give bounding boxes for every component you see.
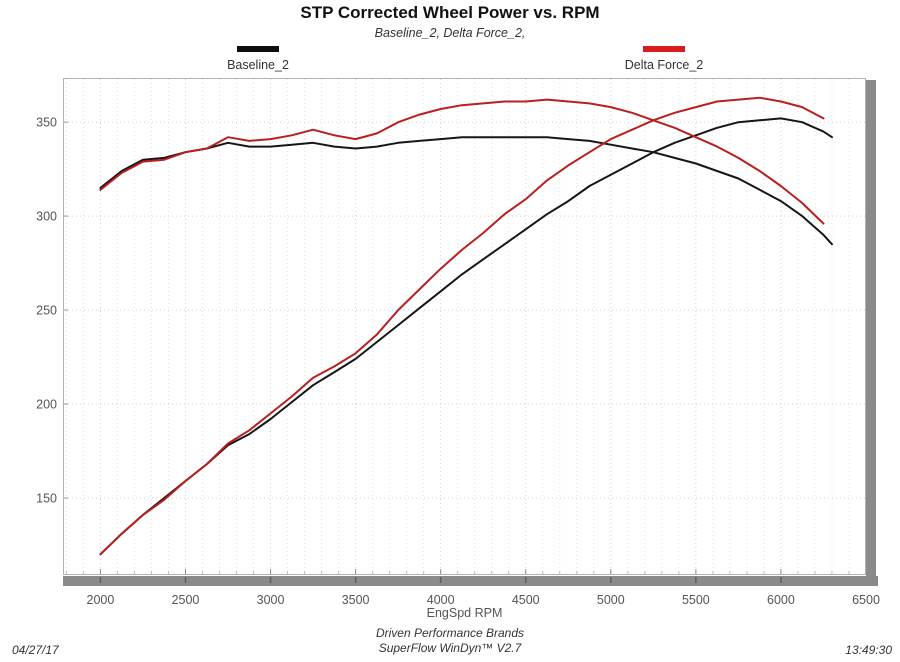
axis-shadow-bottom xyxy=(63,576,878,586)
chart-title: STP Corrected Wheel Power vs. RPM xyxy=(300,3,600,22)
y-tick-label: 350 xyxy=(36,116,57,130)
x-tick-label: 2500 xyxy=(172,593,200,607)
x-tick-label: 4000 xyxy=(427,593,455,607)
axis-shadow-right xyxy=(866,80,876,586)
x-tick-label: 5500 xyxy=(682,593,710,607)
footer-date: 04/27/17 xyxy=(12,643,59,657)
legend-swatch-baseline-2 xyxy=(237,46,279,52)
footer-software: SuperFlow WinDyn™ V2.7 xyxy=(378,641,522,655)
x-tick-label: 5000 xyxy=(597,593,625,607)
plot-border xyxy=(63,78,866,575)
x-tick-label: 3000 xyxy=(257,593,285,607)
legend-label-delta-force-2: Delta Force_2 xyxy=(624,58,704,72)
x-axis-label: EngSpd RPM xyxy=(426,606,503,620)
legend-item-delta-force-2: Delta Force_2 xyxy=(599,46,729,74)
baseline-2-power-curve xyxy=(99,117,833,556)
chart-subtitle: Baseline_2, Delta Force_2, xyxy=(374,26,526,40)
x-tick-label: 4500 xyxy=(512,593,540,607)
y-tick-label: 200 xyxy=(36,398,57,412)
footer-time: 13:49:30 xyxy=(845,643,892,657)
legend-swatch-delta-force-2 xyxy=(643,46,685,52)
x-tick-label: 2000 xyxy=(87,593,115,607)
x-tick-label: 6500 xyxy=(852,593,880,607)
baseline-2-torque-curve xyxy=(99,136,833,246)
x-tick-label: 6000 xyxy=(767,593,795,607)
y-tick-label: 300 xyxy=(36,210,57,224)
delta-force-2-torque-curve xyxy=(99,98,825,225)
y-tick-label: 150 xyxy=(36,491,57,505)
legend-item-baseline-2: Baseline_2 xyxy=(193,46,323,74)
y-tick-label: 250 xyxy=(36,304,57,318)
legend-label-baseline-2: Baseline_2 xyxy=(227,58,289,72)
x-tick-label: 3500 xyxy=(342,593,370,607)
delta-force-2-power-curve xyxy=(99,96,825,556)
footer-brand: Driven Performance Brands xyxy=(375,626,525,640)
